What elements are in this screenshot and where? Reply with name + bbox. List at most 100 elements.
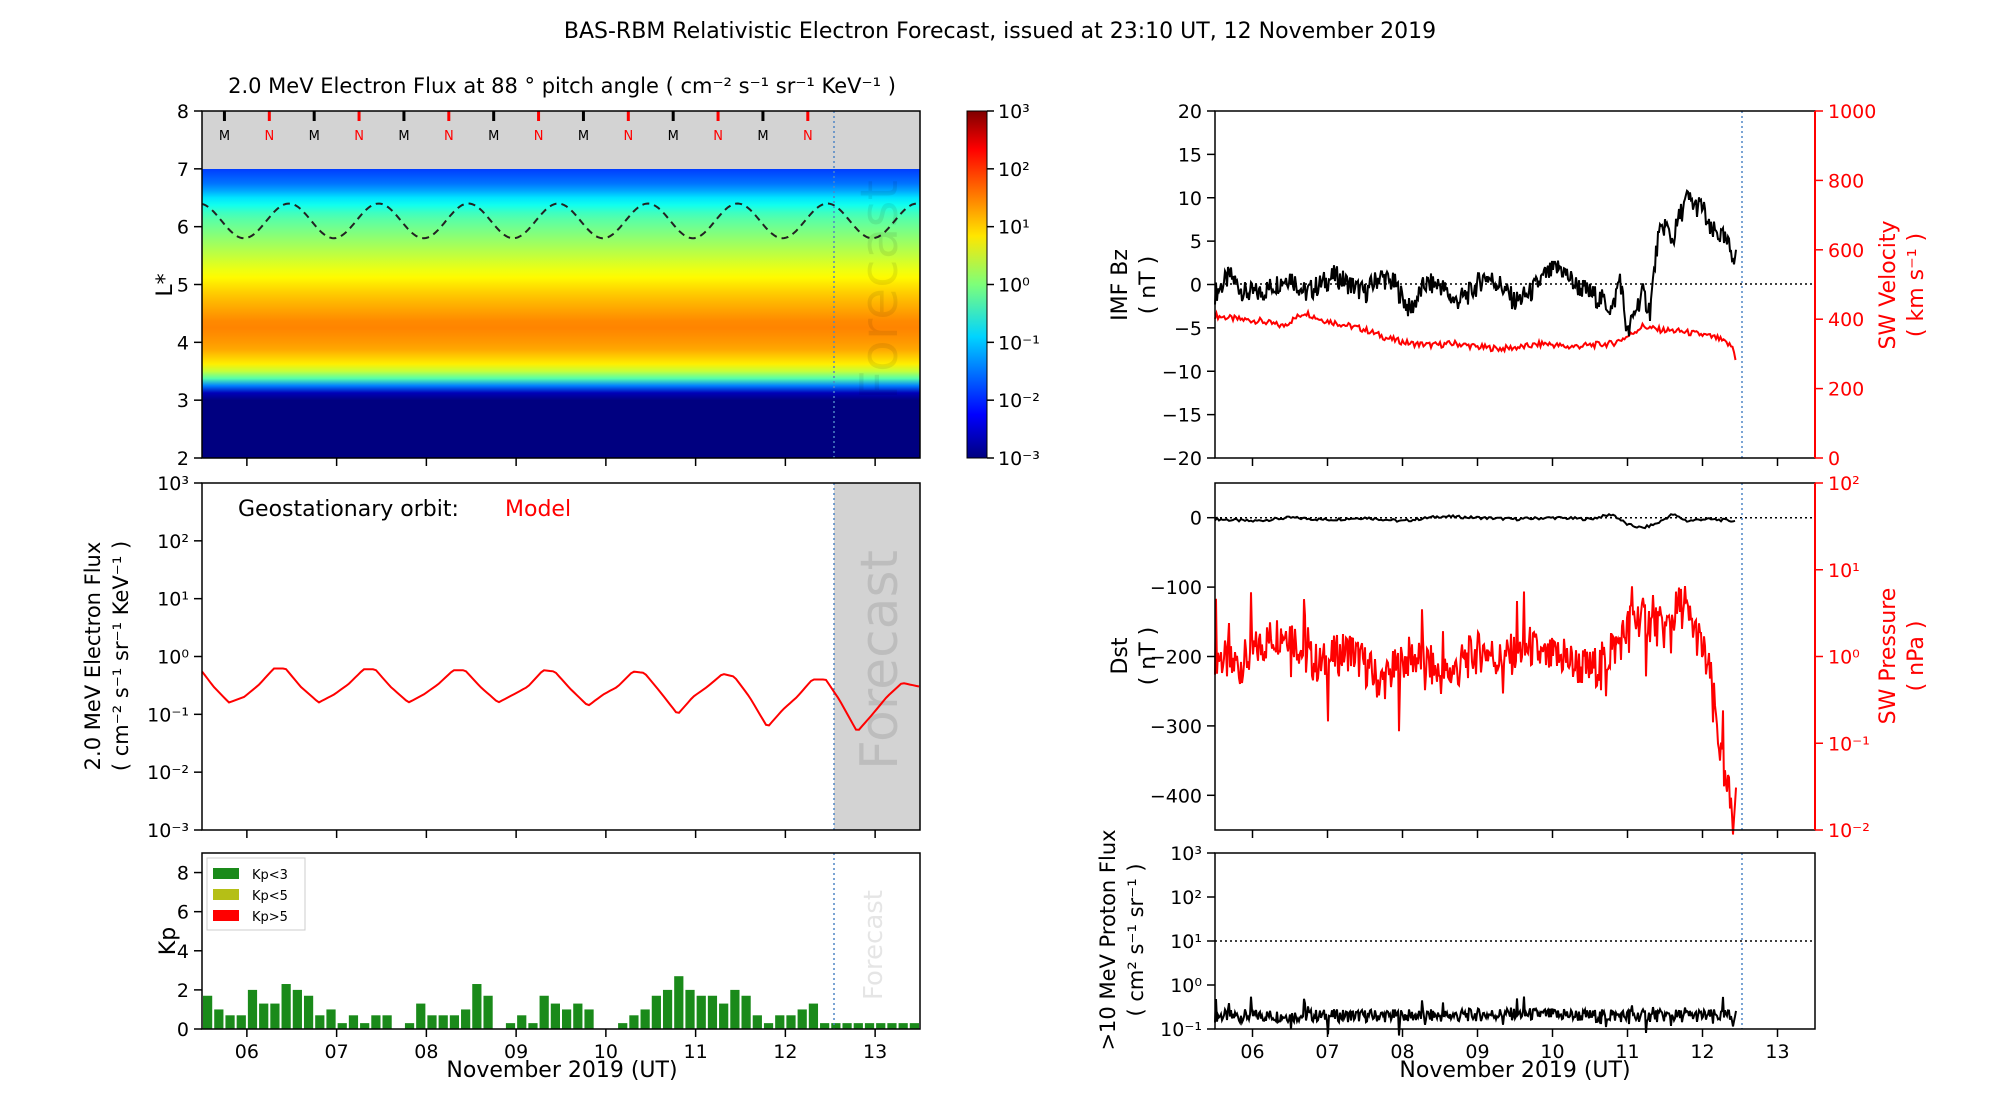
geo-forecast-shade [834, 483, 920, 830]
y-tick-label: 10² [1828, 473, 1860, 495]
kp-bar [236, 1015, 246, 1029]
y-tick-label: 10⁰ [1170, 975, 1202, 997]
sw-velocity-line [1214, 308, 1737, 361]
proton-x-ticks: 06 07 08 09 10 11 12 13 [1240, 1029, 1790, 1063]
cb-tick-label: 10⁻¹ [998, 332, 1040, 354]
y-tick-label: 5 [177, 275, 189, 297]
vel-ylabel-1: SW Velocity [1876, 220, 1901, 349]
left-xaxis-label: November 2019 (UT) [446, 1058, 677, 1083]
dst-left-ticks: 0 −100 −200 −300 −400 [1150, 508, 1215, 807]
kp-bar [247, 989, 258, 1029]
cb-tick-label: 10² [998, 159, 1030, 181]
y-tick-label: 8 [177, 863, 189, 885]
sw-pressure-line [1214, 586, 1737, 835]
x-tick-label: 13 [1765, 1041, 1789, 1063]
kp-bar [505, 1023, 516, 1029]
kp-frame [201, 852, 921, 1030]
y-tick-label: 10¹ [1828, 560, 1860, 582]
y-tick-label: −10 [1162, 361, 1202, 383]
kp-bar [404, 1023, 415, 1029]
y-tick-label: −200 [1150, 647, 1202, 669]
kp-bar [876, 1023, 886, 1029]
kp-bar [662, 989, 673, 1029]
x-tick-label: 13 [863, 1041, 887, 1063]
x-tick-label: 08 [1390, 1041, 1414, 1063]
kp-bar [348, 1015, 359, 1029]
flux-heatmap-panel: 2.0 MeV Electron Flux at 88 ° pitch angl… [153, 74, 1040, 470]
kp-bar [651, 995, 661, 1029]
geo-frame [201, 482, 921, 831]
geo-orbit-dashed-line [201, 202, 921, 240]
kp-bar [685, 989, 695, 1029]
geo-y-ticks: 10⁻³ 10⁻² 10⁻¹ 10⁰ 10¹ 10² 10³ [147, 473, 202, 842]
geo-annotation-label: Geostationary orbit: [238, 497, 459, 522]
y-tick-label: −300 [1150, 716, 1202, 738]
vel-ylabel-2: ( km s⁻¹ ) [1904, 233, 1929, 337]
y-tick-label: 200 [1828, 379, 1864, 401]
kp-bar [483, 995, 493, 1029]
mlt-label: N [444, 129, 454, 144]
figure-title: BAS-RBM Relativistic Electron Forecast, … [564, 19, 1436, 44]
y-tick-label: 0 [1190, 275, 1202, 297]
kp-bar [573, 1003, 583, 1029]
kp-bar [752, 1015, 762, 1029]
mlt-label: M [309, 129, 320, 144]
kp-bar [831, 1023, 841, 1029]
x-tick-label: 10 [1540, 1041, 1564, 1063]
geo-flux-panel: Forecast Geostationary orbit: Model 10⁻³… [81, 473, 921, 842]
pres-ylabel-2: ( nPa ) [1904, 621, 1929, 692]
imf-bz-line [1214, 189, 1737, 337]
x-tick-label: 12 [1690, 1041, 1714, 1063]
imf-right-ticks: 0 200 400 600 800 1000 [1814, 101, 1876, 470]
x-tick-label: 07 [325, 1041, 349, 1063]
kp-y-ticks: 0 2 4 6 8 [177, 863, 202, 1041]
kp-bar [539, 995, 549, 1029]
heatmap-ylabel: L* [153, 273, 178, 296]
y-tick-label: 10⁻² [1828, 820, 1870, 842]
y-tick-label: 2 [177, 980, 189, 1002]
mlt-label: N [803, 129, 813, 144]
dst-x-ticks [1251, 830, 1779, 838]
y-tick-label: 2 [177, 448, 189, 470]
kp-bar [842, 1023, 852, 1029]
forecast-watermark: Forecast [850, 180, 910, 400]
pres-ylabel-1: SW Pressure [1876, 588, 1901, 725]
y-tick-label: 800 [1828, 170, 1864, 192]
dst-ylabel-1: Dst [1108, 637, 1133, 674]
imf-panel: −20 −15 −10 −5 0 5 10 15 20 0 200 400 600 800 1000 IM… [1108, 101, 1929, 470]
x-tick-label: 06 [235, 1041, 259, 1063]
mlt-label: N [264, 129, 274, 144]
kp-bar [730, 989, 740, 1029]
kp-bar [326, 1009, 336, 1029]
legend-swatch [213, 910, 239, 921]
y-tick-label: 4 [177, 941, 189, 963]
kp-bar [562, 1009, 572, 1029]
kp-bar [853, 1023, 863, 1029]
geo-ylabel-2: ( cm⁻² s⁻¹ sr⁻¹ KeV⁻¹ ) [109, 541, 133, 771]
cb-tick-label: 10⁻² [998, 390, 1040, 412]
kp-bar [629, 1015, 639, 1029]
kp-bar [427, 1015, 437, 1029]
y-tick-label: 1000 [1828, 101, 1876, 123]
y-tick-label: 10⁻¹ [1160, 1019, 1202, 1041]
proton-y-ticks: 10⁻¹ 10⁰ 10¹ 10² 10³ [1160, 843, 1215, 1041]
y-tick-label: 5 [1190, 231, 1202, 253]
mlt-label: M [398, 129, 409, 144]
geo-ylabel-1: 2.0 MeV Electron Flux [81, 542, 105, 771]
kp-bars [203, 976, 919, 1029]
y-tick-label: 10⁰ [157, 647, 189, 669]
kp-bar [775, 1015, 785, 1029]
mlt-label: M [668, 129, 679, 144]
kp-bar [270, 1003, 280, 1029]
imf-ylabel-1: IMF Bz [1108, 249, 1133, 321]
kp-bar [786, 1015, 796, 1029]
y-tick-label: −20 [1162, 448, 1202, 470]
proton-flux-line [1214, 996, 1737, 1036]
kp-legend: Kp<3 Kp<5 Kp>5 [206, 857, 306, 931]
proton-ylabel-1: >10 MeV Proton Flux [1096, 829, 1120, 1050]
heatmap-y-ticks: 2 3 4 5 6 7 8 [177, 101, 202, 470]
y-tick-label: 10³ [1170, 843, 1202, 865]
kp-bar [696, 995, 706, 1029]
